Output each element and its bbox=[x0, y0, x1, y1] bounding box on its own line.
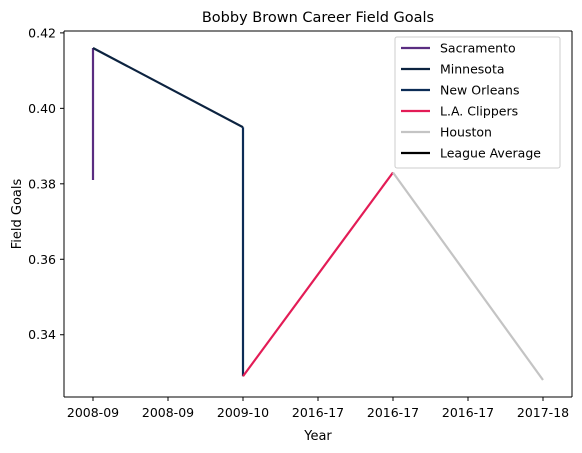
y-tick-label: 0.38 bbox=[28, 176, 56, 191]
axes-frame bbox=[63, 30, 573, 398]
y-tick-label: 0.40 bbox=[28, 101, 56, 116]
y-tick-label: 0.34 bbox=[28, 327, 56, 342]
legend-label-l-a-clippers: L.A. Clippers bbox=[440, 104, 518, 119]
legend-items: Sacramento Minnesota New Orleans L.A. Clipp… bbox=[401, 41, 541, 161]
x-tick-label: 2008-09 bbox=[67, 405, 119, 420]
legend: Sacramento Minnesota New Orleans L.A. Clipp… bbox=[394, 36, 561, 169]
chart-title: Bobby Brown Career Field Goals bbox=[202, 10, 434, 26]
y-axis-label: Field Goals bbox=[10, 179, 25, 250]
x-tick-label: 2008-09 bbox=[142, 405, 194, 420]
series-line-l-a-clippers bbox=[242, 171, 394, 377]
x-tick-label: 2016-17 bbox=[292, 405, 344, 420]
x-tick-label: 2017-18 bbox=[517, 405, 569, 420]
x-axis-label: Year bbox=[303, 429, 332, 444]
x-tick-label: 2016-17 bbox=[367, 405, 419, 420]
y-tick-label: 0.42 bbox=[28, 25, 56, 40]
series-line-houston bbox=[392, 171, 544, 381]
series-layer bbox=[91, 47, 544, 381]
x-tick-label: 2009-10 bbox=[217, 405, 269, 420]
y-tick-label: 0.36 bbox=[28, 252, 56, 267]
legend-label-new-orleans: New Orleans bbox=[440, 83, 519, 98]
legend-label-league-average: League Average bbox=[440, 146, 541, 161]
legend-box bbox=[394, 36, 561, 169]
x-tick-label: 2016-17 bbox=[442, 405, 494, 420]
legend-label-sacramento: Sacramento bbox=[440, 41, 516, 56]
legend-label-minnesota: Minnesota bbox=[440, 62, 505, 77]
tick-layer: 2008-09 2008-09 2009-10 2016-17 2016-17 2016-… bbox=[28, 25, 569, 420]
series-line-minnesota bbox=[92, 47, 244, 129]
legend-label-houston: Houston bbox=[440, 125, 492, 140]
